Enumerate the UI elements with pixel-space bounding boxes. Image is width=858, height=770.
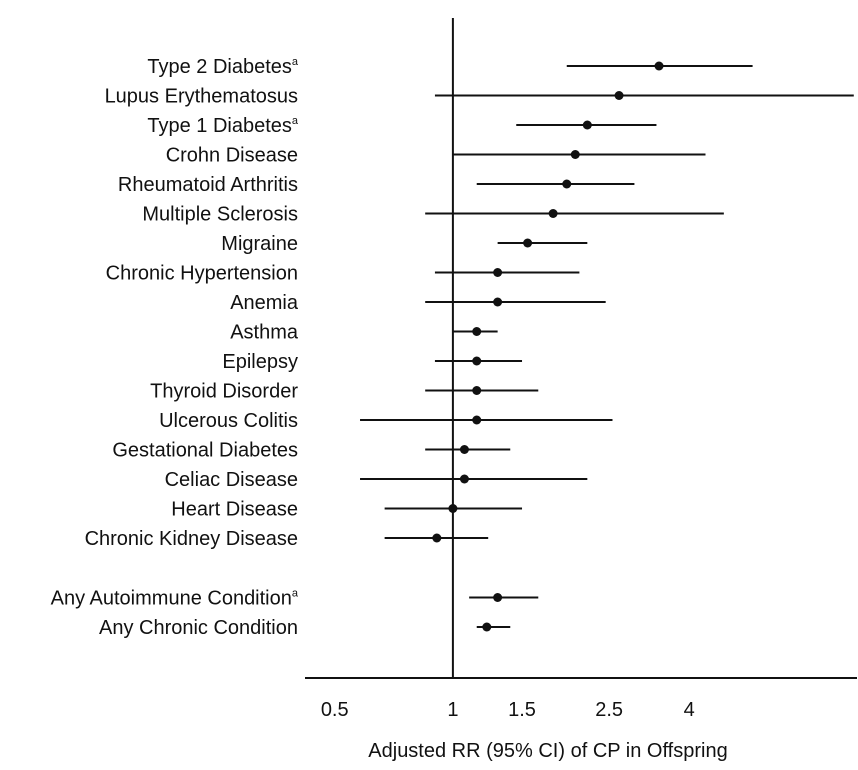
- row-label: Asthma: [230, 322, 299, 344]
- point-estimate: [614, 91, 624, 100]
- forest-row: Ulcerous Colitis: [159, 410, 613, 432]
- row-label: Type 2 Diabetesa: [147, 56, 299, 78]
- forest-row: Epilepsy: [222, 351, 523, 373]
- point-estimate: [548, 209, 558, 218]
- row-label: Any Autoimmune Conditiona: [51, 588, 299, 610]
- forest-row: Chronic Kidney Disease: [85, 528, 489, 550]
- row-label: Thyroid Disorder: [150, 381, 298, 403]
- point-estimate: [459, 445, 469, 454]
- forest-row: Celiac Disease: [165, 469, 588, 491]
- forest-row: Any Chronic Condition: [99, 617, 511, 639]
- rows-layer: Type 2 Diabetesa Lupus Erythematosus Type …: [51, 56, 854, 639]
- x-tick-label: 0.5: [321, 699, 349, 721]
- row-label: Gestational Diabetes: [112, 440, 298, 462]
- forest-row: Type 2 Diabetesa: [147, 56, 753, 78]
- point-estimate: [493, 593, 503, 602]
- point-estimate: [472, 356, 482, 366]
- row-label: Ulcerous Colitis: [159, 410, 298, 432]
- forest-row: Rheumatoid Arthritis: [118, 174, 635, 196]
- x-tick-label: 2.5: [595, 699, 623, 721]
- forest-row: Lupus Erythematosus: [105, 86, 854, 108]
- point-estimate: [472, 327, 482, 336]
- row-label: Type 1 Diabetesa: [147, 115, 299, 137]
- row-label: Chronic Hypertension: [106, 263, 298, 285]
- forest-row: Thyroid Disorder: [150, 381, 539, 403]
- forest-row: Multiple Sclerosis: [142, 204, 724, 226]
- row-label: Multiple Sclerosis: [142, 204, 298, 226]
- ticks-layer: 0.5 1 1.5 2.5 4: [321, 699, 695, 721]
- row-label: Any Chronic Condition: [99, 617, 298, 639]
- forest-row: Gestational Diabetes: [112, 440, 511, 462]
- forest-row: Asthma: [230, 322, 498, 344]
- row-label: Chronic Kidney Disease: [85, 528, 298, 550]
- point-estimate: [472, 386, 482, 395]
- row-label: Heart Disease: [171, 499, 298, 521]
- point-estimate: [582, 120, 592, 130]
- row-label: Rheumatoid Arthritis: [118, 174, 298, 196]
- x-tick-label: 1.5: [508, 699, 536, 721]
- forest-row: Crohn Disease: [166, 145, 706, 167]
- row-label: Celiac Disease: [165, 469, 298, 491]
- row-label: Lupus Erythematosus: [105, 86, 298, 108]
- point-estimate: [482, 622, 492, 632]
- point-estimate: [493, 268, 503, 277]
- row-label: Epilepsy: [222, 351, 298, 373]
- x-tick-label: 4: [684, 699, 695, 721]
- point-estimate: [432, 533, 442, 543]
- point-estimate: [570, 150, 580, 159]
- forest-row: Migraine: [221, 233, 588, 255]
- point-estimate: [459, 474, 469, 484]
- point-estimate: [523, 238, 533, 248]
- row-label: Migraine: [221, 233, 298, 255]
- forest-row: Any Autoimmune Conditiona: [51, 588, 539, 610]
- forest-row: Type 1 Diabetesa: [147, 115, 657, 137]
- row-label: Anemia: [230, 292, 299, 314]
- forest-row: Chronic Hypertension: [106, 263, 580, 285]
- x-axis-title: Adjusted RR (95% CI) of CP in Offspring: [368, 740, 727, 762]
- forest-row: Heart Disease: [171, 499, 523, 521]
- point-estimate: [562, 179, 572, 189]
- point-estimate: [472, 415, 482, 425]
- x-tick-label: 1: [447, 699, 458, 721]
- forest-row: Anemia: [230, 292, 606, 314]
- row-label: Crohn Disease: [166, 145, 298, 167]
- point-estimate: [493, 297, 503, 307]
- point-estimate: [654, 61, 664, 71]
